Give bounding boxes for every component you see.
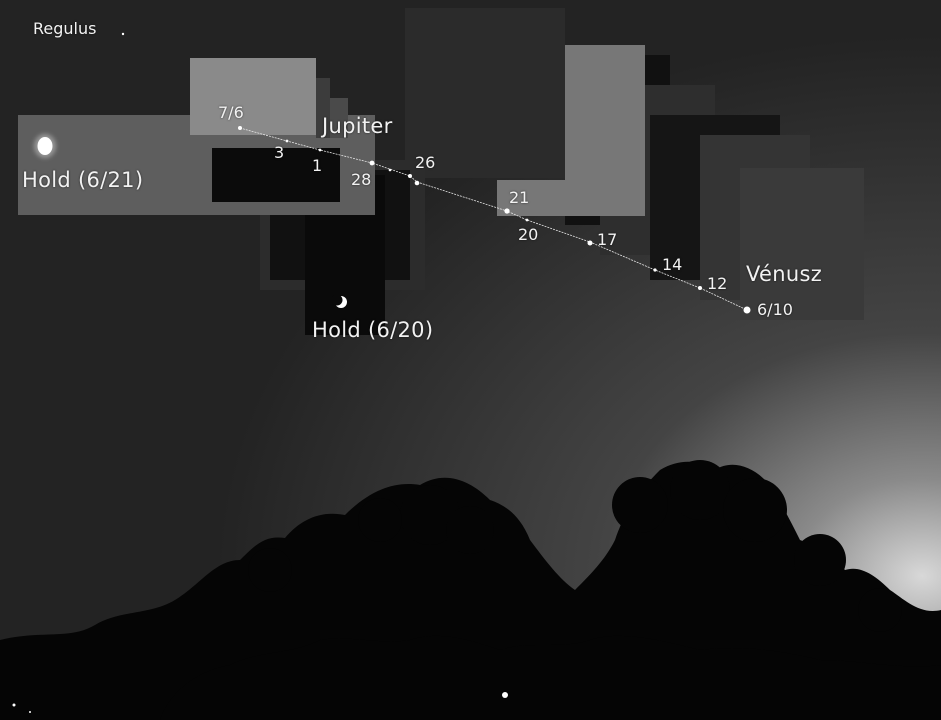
date-label-26: 26 (415, 153, 436, 172)
date-label-3: 3 (274, 143, 285, 162)
moon-6-21 (34, 134, 56, 158)
date-label-7-6: 7/6 (218, 103, 244, 122)
moon-6-20-label: Hold (6/20) (312, 318, 434, 342)
planet-path-line (239, 127, 748, 311)
ground-lights (12, 692, 508, 713)
date-label-17: 17 (597, 230, 618, 249)
date-label-1: 1 (312, 156, 323, 175)
regulus-label: Regulus (33, 19, 97, 38)
date-label-12: 12 (707, 274, 728, 293)
moon-6-21-label: Hold (6/21) (22, 168, 144, 192)
date-label-21: 21 (509, 188, 530, 207)
date-label-28: 28 (351, 170, 372, 189)
venus-label: Vénusz (746, 262, 823, 286)
date-label-14: 14 (662, 255, 683, 274)
date-label-6-10: 6/10 (757, 300, 793, 319)
moon-6-20 (331, 294, 347, 308)
planet-dots (121, 32, 751, 314)
exposure-patches (18, 8, 864, 335)
date-label-20: 20 (518, 225, 539, 244)
jupiter-label: Jupiter (322, 114, 393, 138)
tree-silhouettes (0, 460, 941, 720)
